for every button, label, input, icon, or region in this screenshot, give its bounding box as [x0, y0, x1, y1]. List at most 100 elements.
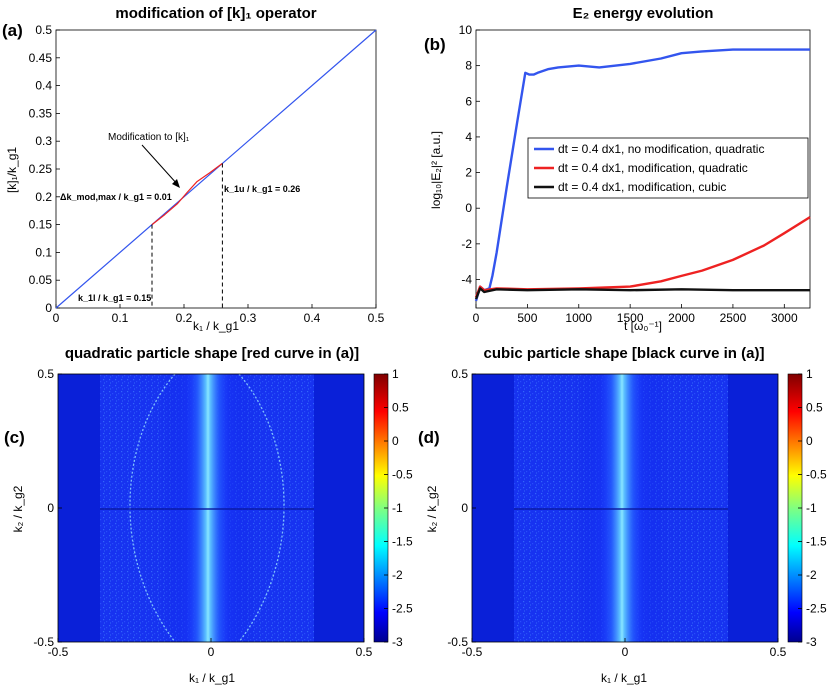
y-tick-label: 0: [461, 501, 468, 515]
panel-b-legend: dt = 0.4 dx1, no modification, quadratic…: [527, 137, 809, 199]
colorbar-tick-label: -2: [806, 568, 817, 582]
panel-b-label: (b): [424, 35, 446, 54]
series-line-1: [474, 216, 811, 298]
x-tick-label: 0: [473, 311, 480, 325]
x-tick-label: 1000: [565, 311, 592, 325]
x-tick-label: 0.5: [368, 311, 385, 325]
panel-c-ticks: -0.5 0 0.5 0.5 0 -0.5: [33, 367, 372, 659]
panel-b-legend-box: [527, 137, 809, 199]
y-tick-label: 0.1: [35, 245, 52, 259]
panel-a: (a) modification of [k]₁ operator 0 0.1 0.…: [2, 5, 385, 333]
x-tick-label: 2500: [720, 311, 747, 325]
heatmap-c-left-arc: [129, 373, 176, 643]
series-line-0: [474, 48, 810, 302]
y-tick-label: 0: [465, 201, 472, 215]
x-tick-label: 0: [53, 311, 60, 325]
legend-entry-no-modification: dt = 0.4 dx1, no modification, quadratic: [558, 142, 764, 156]
panel-d-label: (d): [418, 428, 440, 447]
y-tick-label: 0.25: [29, 162, 53, 176]
panel-c: quadratic particle shape [red curve in (…: [4, 345, 413, 685]
series-line-0: [55, 29, 377, 309]
y-tick-label: 0.35: [29, 106, 53, 120]
colorbar-tick-label: -2: [392, 568, 403, 582]
colorbar-c-ticks: 1 0.5 0 -0.5 -1 -1.5 -2 -2.5 -3: [384, 367, 413, 649]
panel-b-ylabel: log₁₀|E₂|² [a.u.]: [429, 131, 443, 209]
x-tick-label: 0.1: [112, 311, 129, 325]
panel-d-title: cubic particle shape [black curve in (a)…: [484, 345, 765, 362]
colorbar-tick-label: -2.5: [806, 602, 827, 616]
panel-c-label: (c): [4, 428, 25, 447]
x-tick-label: 2000: [668, 311, 695, 325]
panel-a-label: (a): [2, 21, 23, 40]
y-tick-label: -0.5: [447, 635, 468, 649]
x-tick-label: 1500: [617, 311, 644, 325]
series-line-1: [151, 162, 223, 226]
y-tick-label: 0.2: [35, 190, 52, 204]
y-tick-label: 0.05: [29, 273, 53, 287]
panel-a-annotation-dk: Δk_mod,max / k_g1 = 0.01: [60, 192, 172, 202]
colorbar-tick-label: 0: [806, 434, 813, 448]
colorbar-tick-label: 0.5: [806, 401, 823, 415]
panel-b: (b) E₂ energy evolution 0 500 1000 1500 2000…: [424, 5, 811, 333]
legend-entry-modification-quadratic: dt = 0.4 dx1, modification, quadratic: [558, 161, 748, 175]
colorbar-tick-label: -2.5: [392, 602, 413, 616]
panel-a-title: modification of [k]₁ operator: [115, 5, 316, 22]
x-tick-label: 0.2: [176, 311, 193, 325]
x-tick-label: 0: [208, 645, 215, 659]
panel-a-annotation-k1l: k_1l / k_g1 = 0.15: [78, 293, 151, 303]
x-tick-label: 0: [622, 645, 629, 659]
series-line-2: [474, 287, 810, 300]
panel-c-ylabel: k₂ / k_g2: [11, 485, 25, 532]
y-tick-label: 2: [465, 166, 472, 180]
panel-d-heatmap: [471, 373, 779, 643]
panel-a-lines: [55, 29, 377, 309]
panel-d-ticks: -0.5 0 0.5 0.5 0 -0.5: [447, 367, 786, 659]
y-tick-label: 6: [465, 94, 472, 108]
x-tick-label: 0.5: [770, 645, 787, 659]
y-tick-label: 0.45: [29, 51, 53, 65]
panel-a-ticks: 0 0.1 0.2 0.3 0.4 0.5 0 0.05 0.1 0.15 0.2 0.25 0.3 0.…: [29, 23, 385, 325]
y-tick-label: 0.5: [451, 367, 468, 381]
panel-c-title: quadratic particle shape [red curve in (…: [65, 345, 359, 362]
x-tick-label: 0.5: [356, 645, 373, 659]
colorbar-tick-label: -0.5: [806, 468, 827, 482]
colorbar-tick-label: 0.5: [392, 401, 409, 415]
panel-a-xlabel: k₁ / k_g1: [193, 319, 239, 333]
panel-a-annotation-modification: Modification to [k]₁: [108, 132, 190, 143]
y-tick-label: 10: [459, 23, 473, 37]
colorbar-tick-label: -3: [806, 635, 817, 649]
colorbar-tick-label: -1: [806, 501, 817, 515]
y-tick-label: 4: [465, 130, 472, 144]
heatmap-c-right-arc: [238, 373, 285, 643]
panel-a-annotation-k1u: k_1u / k_g1 = 0.26: [224, 184, 300, 194]
y-tick-label: 0: [45, 301, 52, 315]
panel-b-title: E₂ energy evolution: [573, 5, 714, 22]
x-tick-label: 0.4: [304, 311, 321, 325]
colorbar-tick-label: -0.5: [392, 468, 413, 482]
colorbar-tick-label: 1: [806, 367, 813, 381]
panel-b-xlabel: t [ω₀⁻¹]: [624, 319, 662, 333]
colorbar-d-ticks: 1 0.5 0 -0.5 -1 -1.5 -2 -2.5 -3: [798, 367, 827, 649]
colorbar-tick-label: -1.5: [392, 535, 413, 549]
panel-b-ticks: 0 500 1000 1500 2000 2500 3000 -4 -2 0 2 4 6 8 10: [459, 23, 798, 325]
legend-entry-modification-cubic: dt = 0.4 dx1, modification, cubic: [558, 180, 726, 194]
y-tick-label: 0.5: [35, 23, 52, 37]
x-tick-label: -0.5: [462, 645, 483, 659]
panel-a-arrowhead: [172, 179, 180, 188]
y-tick-label: 0.15: [29, 218, 53, 232]
panel-c-xlabel: k₁ / k_g1: [189, 671, 235, 685]
x-tick-label: -0.5: [48, 645, 69, 659]
x-tick-label: 0.3: [240, 311, 257, 325]
y-tick-label: -2: [461, 237, 472, 251]
colorbar-tick-label: 1: [392, 367, 399, 381]
x-tick-label: 3000: [771, 311, 798, 325]
panel-c-heatmap: [57, 373, 365, 643]
panel-b-lines: [474, 48, 811, 302]
panel-d-xlabel: k₁ / k_g1: [601, 671, 647, 685]
panel-a-annotation-arrow: [141, 144, 179, 186]
y-tick-label: -4: [461, 272, 472, 286]
y-tick-label: 8: [465, 59, 472, 73]
y-tick-label: 0.4: [35, 79, 52, 93]
x-tick-label: 500: [517, 311, 537, 325]
